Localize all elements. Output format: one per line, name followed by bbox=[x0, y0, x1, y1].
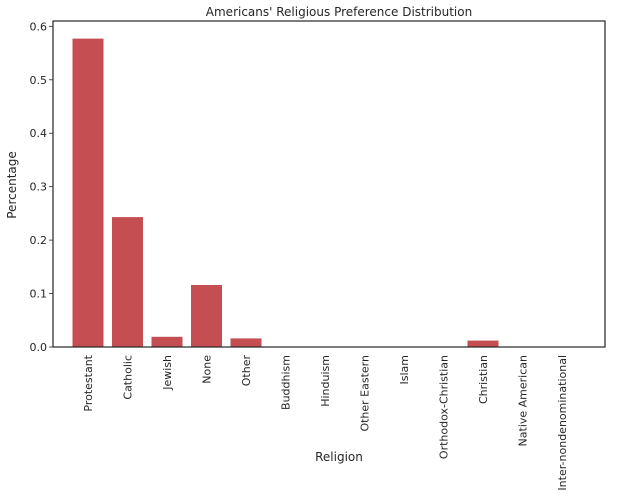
plot-frame bbox=[52, 20, 606, 348]
x-tick-label: Protestant bbox=[82, 354, 95, 411]
x-tick-label: Native American bbox=[517, 355, 530, 446]
y-ticks: 0.0 0.1 0.2 0.3 0.4 0.5 0.6 bbox=[30, 20, 53, 354]
bar-catholic bbox=[112, 217, 143, 347]
x-tick-label: Buddhism bbox=[280, 355, 293, 410]
y-tick-label: 0.3 bbox=[30, 181, 48, 194]
x-tick-label: Other Eastern bbox=[359, 355, 372, 432]
x-tick-label: Hinduism bbox=[319, 355, 332, 407]
x-tick-label: Islam bbox=[398, 355, 411, 385]
bars-layer bbox=[72, 38, 499, 347]
y-tick-label: 0.2 bbox=[30, 234, 48, 247]
x-tick-label: Inter-nondenominational bbox=[556, 355, 569, 491]
bar-christian bbox=[467, 340, 499, 347]
y-axis-label: Percentage bbox=[5, 151, 19, 219]
x-tick-label: Other bbox=[240, 355, 253, 387]
x-tick-label: Catholic bbox=[122, 355, 135, 400]
y-tick-label: 0.1 bbox=[30, 288, 48, 301]
bar-jewish bbox=[151, 336, 183, 347]
y-tick-label: 0.6 bbox=[30, 20, 48, 33]
bar-protestant bbox=[72, 38, 104, 347]
chart-title: Americans' Religious Preference Distribu… bbox=[206, 5, 472, 19]
bar-none bbox=[191, 285, 222, 347]
x-tick-label: Orthodox-Christian bbox=[438, 355, 451, 459]
x-tick-label: None bbox=[201, 355, 214, 384]
x-tick-label: Jewish bbox=[161, 355, 174, 391]
x-axis-label: Religion bbox=[315, 450, 363, 464]
x-tick-label: Christian bbox=[477, 355, 490, 404]
y-tick-label: 0.4 bbox=[30, 127, 48, 140]
x-ticks: Protestant Catholic Jewish None Other Buddhis… bbox=[82, 354, 569, 490]
bar-other bbox=[230, 338, 262, 347]
y-tick-label: 0.5 bbox=[30, 74, 48, 87]
y-tick-label: 0.0 bbox=[30, 341, 48, 354]
